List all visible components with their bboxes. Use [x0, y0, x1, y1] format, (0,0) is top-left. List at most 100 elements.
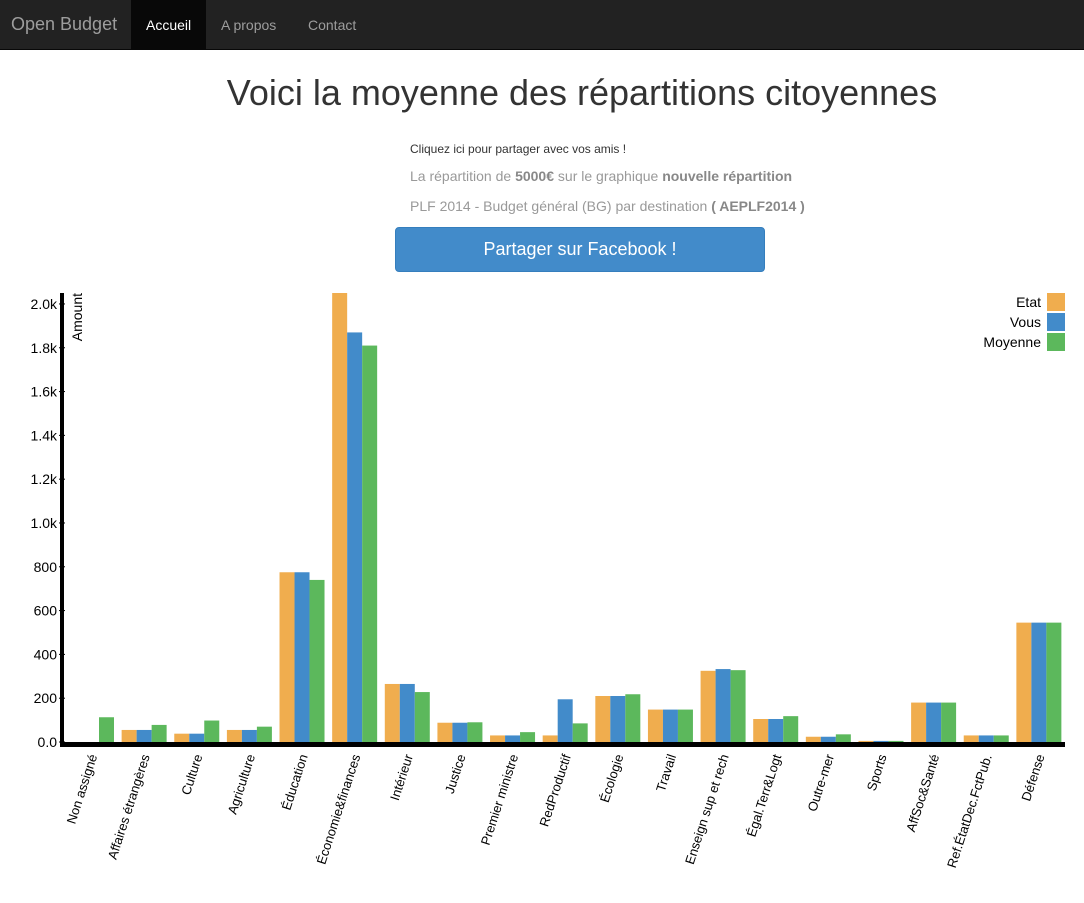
- y-tick-label: 200: [34, 690, 58, 706]
- y-tick-label: 800: [34, 559, 58, 575]
- bar-moyenne: [362, 345, 378, 742]
- repartition-info: La répartition de 5000€ sur le graphique…: [410, 168, 792, 184]
- bar-etat: [490, 735, 506, 742]
- brand-link[interactable]: Open Budget: [11, 14, 118, 34]
- legend-swatch-etat: [1047, 293, 1065, 311]
- bar-etat: [542, 735, 558, 742]
- repartition-amount: 5000€: [515, 168, 555, 184]
- bar-moyenne: [467, 722, 483, 742]
- bar-etat: [805, 736, 821, 742]
- bar-moyenne: [888, 740, 904, 742]
- bar-etat: [174, 733, 190, 742]
- budget-info: PLF 2014 - Budget général (BG) par desti…: [410, 198, 805, 214]
- bar-moyenne: [730, 670, 746, 742]
- bar-etat: [384, 683, 400, 742]
- bar-etat: [647, 709, 663, 742]
- bar-moyenne: [204, 720, 220, 742]
- y-tick-label: 1.4k: [31, 427, 58, 443]
- bar-moyenne: [1046, 622, 1062, 742]
- bar-vous: [557, 699, 573, 742]
- bar-vous: [873, 740, 889, 742]
- budget-code: ( AEPLF2014 ): [711, 198, 805, 214]
- share-link[interactable]: Cliquez ici pour partager avec vos amis …: [410, 142, 627, 156]
- nav-accueil[interactable]: Accueil: [131, 0, 207, 50]
- bar-etat: [1016, 622, 1032, 742]
- bar-etat: [121, 729, 137, 742]
- legend-swatch-moyenne: [1047, 333, 1065, 351]
- bar-vous: [715, 669, 731, 742]
- bar-moyenne: [309, 579, 325, 742]
- x-tick-label: Enseign sup et rech: [682, 752, 732, 866]
- x-tick-label: Sports: [864, 752, 890, 793]
- x-tick-label: Affaires étrangères: [105, 752, 153, 861]
- budget-prefix: PLF 2014 - Budget général (BG) par desti…: [410, 198, 712, 214]
- bar-etat: [858, 740, 874, 742]
- legend-label-moyenne: Moyenne: [983, 334, 1041, 350]
- bar-vous: [241, 729, 257, 742]
- x-tick-label: Économie&finances: [314, 752, 364, 866]
- y-tick-label: 1.6k: [31, 384, 58, 400]
- x-tick-label: Égal.Terr&Logt: [744, 752, 785, 839]
- x-tick-label: Écologie: [597, 752, 627, 804]
- bar-vous: [978, 735, 994, 742]
- x-tick-label: Défense: [1018, 752, 1047, 803]
- y-axis-line: [60, 293, 64, 746]
- nav-contact[interactable]: Contact: [308, 17, 357, 33]
- bar-vous: [452, 722, 468, 742]
- y-tick-label: 1.8k: [31, 340, 58, 356]
- x-tick-label: Culture: [178, 752, 205, 797]
- nav-a-propos[interactable]: A propos: [221, 17, 277, 33]
- bar-moyenne: [151, 724, 167, 742]
- bar-moyenne: [941, 702, 957, 742]
- legend-label-etat: Etat: [1016, 294, 1041, 310]
- x-tick-label: RedProductif: [536, 752, 574, 828]
- x-tick-label: Travail: [653, 752, 679, 793]
- bar-etat: [437, 722, 453, 742]
- bar-vous: [662, 709, 678, 742]
- bar-vous: [189, 733, 205, 742]
- bar-etat: [700, 670, 716, 742]
- x-tick-label: AffSoc&Santé: [903, 752, 942, 833]
- bar-moyenne: [99, 717, 114, 742]
- bar-moyenne: [677, 709, 693, 742]
- bar-chart: 0.0 200 400 600 800 1.0k 1.2k 1.4k 1.6k 1.8k 2.0k A…: [31, 293, 1065, 870]
- bar-moyenne: [783, 716, 799, 742]
- bar-vous: [347, 332, 363, 742]
- bar-vous: [136, 729, 152, 742]
- y-tick-label: 2.0k: [31, 296, 58, 312]
- bar-etat: [332, 293, 348, 742]
- y-tick-label: 1.0k: [31, 515, 58, 531]
- bar-vous: [768, 719, 784, 742]
- y-axis-label: Amount: [69, 293, 85, 341]
- bar-vous: [1031, 622, 1047, 742]
- x-tick-label: Intérieur: [387, 752, 416, 803]
- facebook-share-button[interactable]: Partager sur Facebook !: [395, 227, 765, 272]
- repartition-graph-name: nouvelle répartition: [662, 168, 793, 184]
- navbar: Open Budget Accueil A propos Contact: [0, 0, 1084, 50]
- bar-vous: [926, 702, 942, 742]
- x-tick-label: Premier ministre: [478, 752, 522, 847]
- bar-etat: [963, 735, 979, 742]
- bar-moyenne: [414, 692, 430, 742]
- y-tick-label: 1.2k: [31, 471, 58, 487]
- bar-vous: [505, 735, 521, 742]
- repartition-middle: sur le graphique: [554, 168, 663, 184]
- bar-etat: [911, 702, 927, 742]
- bar-etat: [595, 696, 611, 742]
- bar-moyenne: [572, 723, 588, 742]
- x-tick-label: Agriculture: [225, 752, 258, 816]
- y-tick-label: 0.0: [38, 734, 58, 750]
- bar-etat: [226, 729, 242, 742]
- bar-moyenne: [625, 694, 641, 742]
- x-tick-label: Ref.ÉtatDec.FctPub.: [944, 752, 995, 869]
- x-tick-label: Non assigné: [64, 752, 101, 825]
- x-tick-label: Éducation: [279, 752, 311, 812]
- y-tick-label: 400: [34, 646, 58, 662]
- x-tick-label: Justice: [442, 752, 469, 795]
- bar-moyenne: [993, 735, 1009, 742]
- bar-moyenne: [520, 732, 536, 742]
- bar-vous: [820, 736, 836, 742]
- bar-moyenne: [835, 734, 851, 742]
- bar-vous: [610, 696, 626, 742]
- bar-vous: [399, 683, 415, 742]
